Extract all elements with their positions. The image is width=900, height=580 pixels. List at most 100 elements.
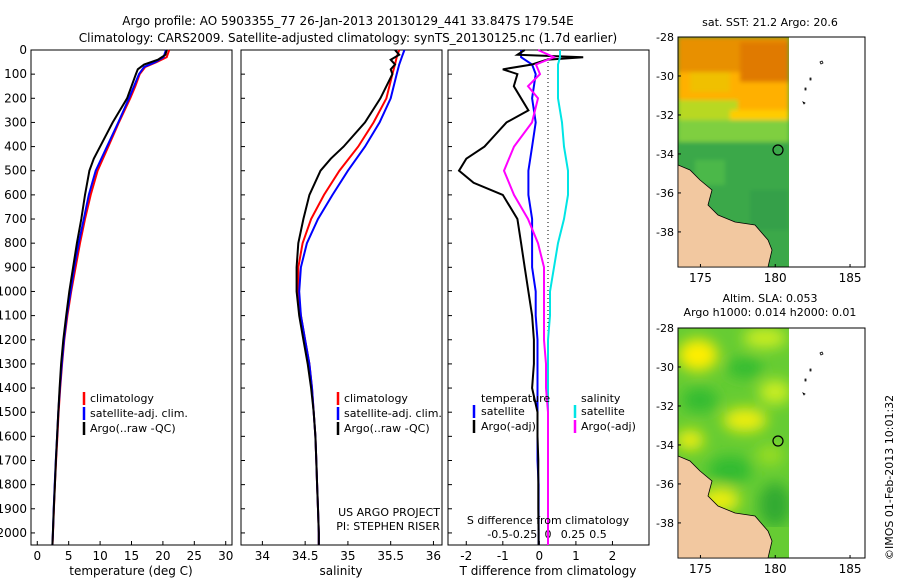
header-line1: Argo profile: AO 5903355_77 26-Jan-2013 …	[122, 14, 574, 28]
new-zealand-land	[678, 455, 773, 558]
depth-tick-label: 1900	[0, 502, 27, 516]
legend-label-t-argo: Argo(-adj)	[481, 420, 536, 433]
lat-tick-label: -30	[656, 70, 674, 83]
depth-axis: 0 100 200 300 400 500 600 700 800 900 1000 1100 1200…	[0, 43, 452, 540]
lat-tick-label: -34	[656, 439, 674, 452]
temperature-panel-frame	[30, 49, 233, 546]
x-tick-label: 35.5	[377, 549, 404, 563]
timestamp: ©IMOS 01-Feb-2013 10:01:32	[883, 395, 896, 560]
temperature-x-axis: 0 5 10 15 20 25 30	[33, 541, 233, 563]
depth-tick-label: 1400	[0, 381, 27, 395]
lon-tick-label: 175	[689, 562, 712, 576]
depth-tick-label: 1600	[0, 429, 27, 443]
depth-tick-label: 1800	[0, 478, 27, 492]
x-tick-label: 1	[572, 549, 580, 563]
credit-project: US ARGO PROJECT	[338, 506, 440, 519]
legend-label-s-satellite: satellite	[581, 405, 625, 418]
lon-tick-label: 185	[839, 562, 862, 576]
x-tick-label: 0	[33, 549, 41, 563]
sst-frame	[677, 36, 866, 268]
lon-tick-label: 175	[689, 271, 712, 285]
new-zealand-land	[678, 164, 773, 267]
depth-tick-label: 1300	[0, 357, 27, 371]
x-tick-label: 0	[536, 549, 544, 563]
depth-tick-label: 2000	[0, 526, 27, 540]
depth-tick-label: 100	[4, 67, 27, 81]
legend-title-temperature: temperature	[481, 392, 550, 405]
temperature-legend: climatology satellite-adj. clim. Argo(..…	[82, 392, 188, 435]
x-tick-label: 25	[187, 549, 202, 563]
salinity-lines	[295, 49, 406, 545]
lat-tick-label: -28	[656, 322, 674, 335]
kermadec-islands	[802, 60, 824, 105]
depth-tick-label: 0	[19, 43, 27, 57]
legend-label-climatology: climatology	[344, 392, 408, 405]
x-tick-label: 2	[609, 549, 617, 563]
difference-lines	[457, 49, 584, 545]
x-tick-label: 35	[340, 549, 355, 563]
depth-tick-label: 1200	[0, 333, 27, 347]
sla-map: 175 180 185 -28 -30 -32 -34 -36 -38	[656, 322, 866, 576]
lat-tick-label: -38	[656, 517, 674, 530]
legend-label-argo: Argo(..raw -QC)	[344, 422, 430, 435]
series-line-argo-raw-qc-	[295, 49, 401, 545]
lat-tick-label: -32	[656, 400, 674, 413]
x-tick-label: 30	[218, 549, 233, 563]
difference-legend: temperature salinity satellite Argo(-adj…	[472, 392, 636, 433]
lon-tick-label: 180	[764, 271, 787, 285]
x-tick-label: 5	[65, 549, 73, 563]
series-line-argo-raw-qc-	[51, 49, 168, 546]
series-line-salinity-satellite	[547, 50, 569, 545]
x-tick-label: 20	[155, 549, 170, 563]
depth-tick-label: 700	[4, 212, 27, 226]
depth-tick-label: 600	[4, 188, 27, 202]
depth-tick-label: 1700	[0, 453, 27, 467]
x-tick-label: -1	[497, 549, 509, 563]
lat-tick-label: -32	[656, 109, 674, 122]
salinity-panel-frame	[240, 49, 443, 546]
s-tick-label: -0.5	[487, 528, 508, 541]
depth-tick-label: 800	[4, 236, 27, 250]
depth-tick-label: 300	[4, 115, 27, 129]
sst-pattern	[678, 37, 789, 267]
series-line-salinity-argo-adj-	[502, 49, 557, 545]
depth-tick-label: 500	[4, 164, 27, 178]
x-tick-label: 34	[255, 549, 270, 563]
sla-field	[678, 328, 789, 558]
legend-label-climatology: climatology	[90, 392, 154, 405]
temperature-lines	[51, 49, 171, 546]
series-line-temperature-argo-adj-	[457, 49, 584, 545]
depth-tick-label: 1500	[0, 405, 27, 419]
lat-tick-label: -30	[656, 361, 674, 374]
depth-tick-label: 1100	[0, 309, 27, 323]
x-tick-label: -2	[460, 549, 472, 563]
lat-tick-label: -28	[656, 31, 674, 44]
x-tick-label: 10	[92, 549, 107, 563]
argo-location-marker	[772, 435, 784, 447]
salinity-x-axis: 34 34.5 35 35.5 36	[255, 541, 441, 563]
series-line-satellite-adj-clim-	[298, 49, 406, 545]
depth-tick-label: 1000	[0, 284, 27, 298]
lat-tick-label: -38	[656, 226, 674, 239]
temperature-xlabel: temperature (deg C)	[69, 564, 192, 578]
legend-label-s-argo: Argo(-adj)	[581, 420, 636, 433]
legend-label-argo: Argo(..raw -QC)	[90, 422, 176, 435]
sst-map-title: sat. SST: 21.2 Argo: 20.6	[702, 16, 838, 29]
depth-tick-label: 400	[4, 140, 27, 154]
x-tick-label: 34.5	[292, 549, 319, 563]
kermadec-islands	[802, 351, 824, 396]
sla-axis: 175 180 185 -28 -30 -32 -34 -36 -38	[656, 322, 861, 576]
depth-tick-label: 200	[4, 91, 27, 105]
lon-tick-label: 180	[764, 562, 787, 576]
sla-frame	[677, 327, 866, 559]
header-line2: Climatology: CARS2009. Satellite-adjuste…	[79, 31, 617, 45]
salinity-xlabel: salinity	[319, 564, 362, 578]
legend-label-t-satellite: satellite	[481, 405, 525, 418]
argo-location-marker	[772, 144, 784, 156]
lon-tick-label: 185	[839, 271, 862, 285]
x-tick-label: 15	[124, 549, 139, 563]
lat-tick-label: -34	[656, 148, 674, 161]
sst-map: 175 180 185 -28 -30 -32 -34 -36 -38	[656, 31, 866, 285]
series-line-climatology	[297, 49, 401, 545]
